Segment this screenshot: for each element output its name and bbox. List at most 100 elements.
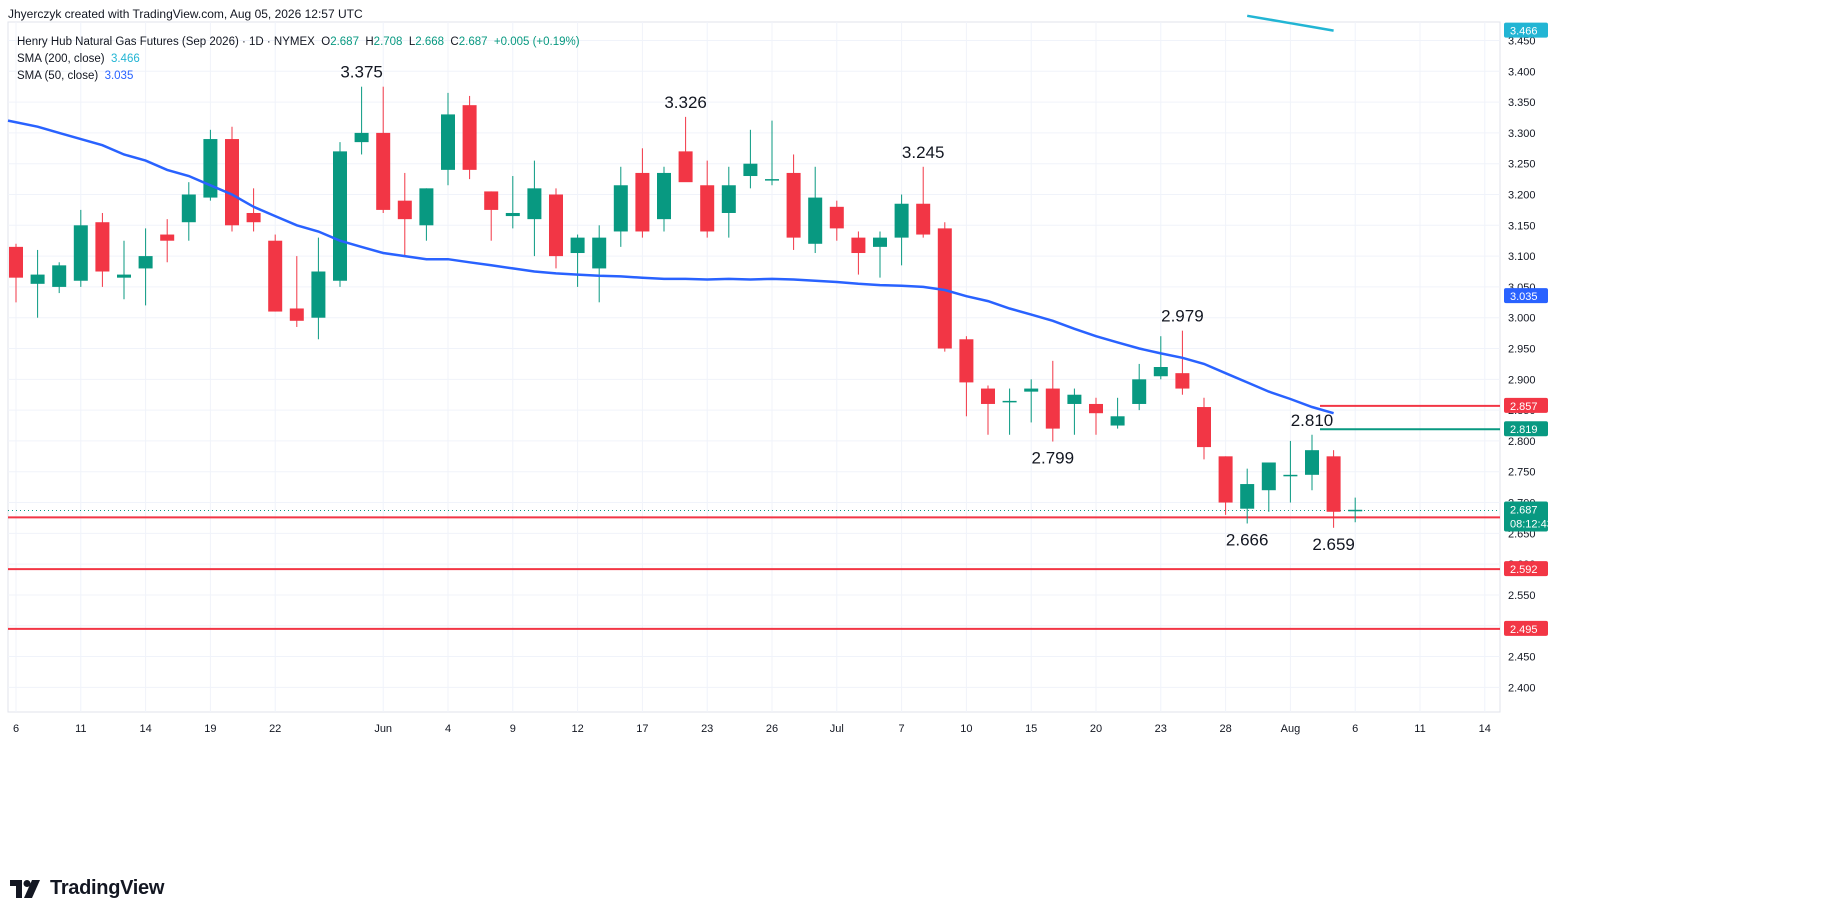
sma200-label[interactable]: SMA (200, close) xyxy=(17,53,105,65)
candle-body xyxy=(829,206,844,229)
sma50-label[interactable]: SMA (50, close) xyxy=(17,70,99,82)
price-annotation: 2.979 xyxy=(1161,307,1204,326)
x-tick-label: 6 xyxy=(1352,723,1358,735)
y-tick-label: 3.100 xyxy=(1508,251,1536,263)
moving-averages xyxy=(7,14,1334,415)
price-annotation: 3.326 xyxy=(664,93,707,112)
sma50-tag-label: 3.035 xyxy=(1510,291,1538,303)
time-axis[interactable]: 6 11 14 19 22 Jun 4 9 12 17 23 26 Jul 7 10 15 20 23 28 Aug 6… xyxy=(13,723,1491,735)
y-tick-label: 2.950 xyxy=(1508,344,1536,356)
price-annotation: 3.375 xyxy=(340,63,383,82)
candle-body xyxy=(1024,388,1039,392)
candle-body xyxy=(635,172,650,232)
chart-grid xyxy=(7,21,1501,713)
candle-body xyxy=(484,191,499,210)
x-tick-label: 17 xyxy=(636,723,648,735)
y-tick-label: 2.450 xyxy=(1508,652,1536,664)
candle-body xyxy=(354,132,369,143)
candle-body xyxy=(1110,416,1125,426)
level-tag-label: 2.592 xyxy=(1510,564,1538,576)
candle-body xyxy=(1305,450,1319,475)
candle-body xyxy=(678,151,693,183)
price-annotation: 2.666 xyxy=(1226,530,1269,549)
candle-body xyxy=(657,172,671,220)
candle-body xyxy=(333,151,347,281)
x-tick-label: 10 xyxy=(960,723,972,735)
candle-body xyxy=(203,139,218,198)
price-annotations: 3.375 3.326 3.245 2.979 2.799 2.810 2.666 2.659 xyxy=(340,63,1355,554)
x-tick-label: 14 xyxy=(1479,723,1491,735)
created-by-header: Jhyerczyk created with TradingView.com, … xyxy=(8,7,363,21)
x-tick-label: Jun xyxy=(374,723,392,735)
candle-body xyxy=(1197,407,1211,448)
candle-body xyxy=(311,271,326,318)
candle-body xyxy=(441,114,455,170)
sma200-value: 3.466 xyxy=(110,53,140,65)
sma50-tag-bg xyxy=(1504,288,1548,304)
y-tick-label: 3.000 xyxy=(1508,313,1536,325)
candle-body xyxy=(1261,462,1276,491)
tradingview-logo[interactable]: TradingView xyxy=(10,877,164,900)
y-tick-label: 3.350 xyxy=(1508,97,1536,109)
x-tick-label: 6 xyxy=(13,723,19,735)
level-tag-label: 2.819 xyxy=(1510,424,1538,436)
candle-body xyxy=(549,194,563,257)
x-tick-label: 19 xyxy=(204,723,216,735)
price-axis[interactable]: 3.450 3.400 3.350 3.300 3.250 3.200 3.150 3.100… xyxy=(1508,35,1536,694)
x-tick-label: 20 xyxy=(1090,723,1102,735)
candle-body xyxy=(1132,379,1147,404)
sma200-line xyxy=(1246,14,1334,32)
candle-body xyxy=(160,234,175,241)
candle-body xyxy=(9,246,23,278)
symbol-title[interactable]: Henry Hub Natural Gas Futures (Sep 2026)… xyxy=(17,36,315,48)
y-tick-label: 3.250 xyxy=(1508,159,1536,171)
candle-body xyxy=(743,163,758,177)
candle-body xyxy=(95,222,110,272)
candle-body xyxy=(1002,400,1017,403)
tradingview-wordmark: TradingView xyxy=(50,877,165,899)
x-tick-label: Aug xyxy=(1281,723,1301,735)
candle-body xyxy=(181,194,196,223)
current-price-tag-label: 2.687 xyxy=(1510,505,1538,517)
sma50-row[interactable]: SMA (50, close) 3.035 xyxy=(17,68,580,85)
candle-body xyxy=(1218,456,1233,503)
x-tick-label: 11 xyxy=(1414,723,1425,735)
candle-body xyxy=(289,308,304,321)
candle-body xyxy=(851,237,866,254)
price-annotation: 3.245 xyxy=(902,143,945,162)
x-tick-label: Jul xyxy=(830,723,844,735)
candle-body xyxy=(225,139,239,226)
x-tick-label: 9 xyxy=(510,723,516,735)
symbol-row[interactable]: Henry Hub Natural Gas Futures (Sep 2026)… xyxy=(17,34,580,51)
candle-body xyxy=(30,274,45,284)
level-tag-bg xyxy=(1504,620,1548,636)
candle-body xyxy=(1089,403,1103,414)
chart-legend[interactable]: Henry Hub Natural Gas Futures (Sep 2026)… xyxy=(17,34,580,85)
sma50-line xyxy=(7,119,1334,415)
close-value: 2.687 xyxy=(458,36,488,48)
sma200-row[interactable]: SMA (200, close) 3.466 xyxy=(17,51,580,68)
x-tick-label: 14 xyxy=(139,723,151,735)
y-tick-label: 3.450 xyxy=(1508,35,1536,47)
candle-body xyxy=(1326,456,1341,512)
candle-body xyxy=(376,132,391,210)
candle-body xyxy=(397,200,412,220)
y-tick-label: 2.400 xyxy=(1508,682,1536,694)
candle-body xyxy=(1153,367,1168,377)
sma200-tag-label: 3.466 xyxy=(1510,26,1538,38)
x-tick-label: 15 xyxy=(1025,723,1037,735)
current-price-tag-bg xyxy=(1504,501,1548,532)
candle-body xyxy=(419,188,434,226)
y-tick-label: 2.900 xyxy=(1508,374,1536,386)
level-tag-bg xyxy=(1504,561,1548,577)
countdown-label: 08:12:43 xyxy=(1510,519,1553,531)
candle-body xyxy=(1067,394,1082,404)
level-tag-label: 2.857 xyxy=(1510,401,1538,413)
candle-body xyxy=(138,256,153,269)
candle-body xyxy=(700,185,715,232)
y-tick-label: 3.150 xyxy=(1508,220,1536,232)
price-annotation: 2.659 xyxy=(1312,535,1355,554)
low-label: L xyxy=(408,36,416,48)
candle-body xyxy=(505,212,520,217)
